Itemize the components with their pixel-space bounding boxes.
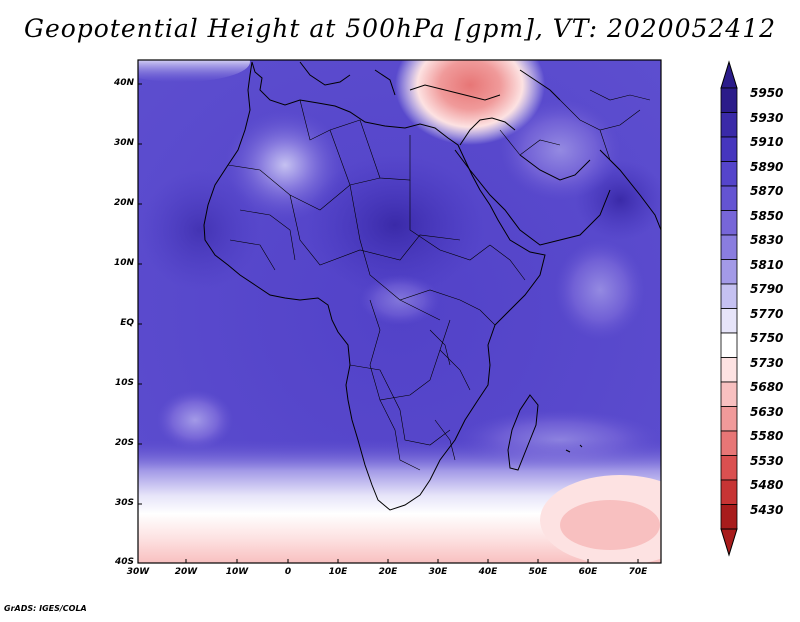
colorbar-label: 5910 [750, 135, 784, 149]
colorbar-label: 5850 [750, 208, 784, 223]
colorbar-label: 5810 [750, 257, 784, 272]
lat-label-eq: EQ [120, 318, 134, 328]
lon-label-70e: 70E [628, 567, 648, 577]
colorbar-swatch [720, 210, 738, 236]
colorbar-swatch [720, 234, 738, 260]
colorbar [720, 60, 738, 557]
contour-field [138, 60, 661, 563]
lat-label-30n: 30N [113, 138, 134, 148]
colorbar-swatch [720, 112, 738, 138]
colorbar-label: 5890 [750, 159, 784, 174]
colorbar-label: 5730 [750, 355, 784, 370]
colorbar-swatch [720, 332, 738, 358]
lon-label-0: 0 [284, 567, 292, 577]
colorbar-swatch [720, 430, 738, 456]
colorbar-label: 5750 [750, 331, 784, 345]
colorbar-swatch [720, 136, 738, 162]
lat-label-20s: 20S [114, 438, 134, 448]
colorbar-label: 5430 [750, 502, 784, 517]
colorbar-swatch [720, 161, 738, 187]
colorbar-swatch [720, 455, 738, 481]
map-frame [137, 59, 662, 564]
lon-label-60e: 60E [578, 567, 598, 577]
colorbar-swatch [720, 381, 738, 407]
colorbar-swatch [720, 185, 738, 211]
colorbar-label: 5870 [750, 184, 784, 198]
colorbar-swatch [720, 357, 738, 383]
coastlines [203, 61, 661, 511]
lat-label-10n: 10N [113, 258, 134, 268]
colorbar-label: 5930 [750, 110, 784, 125]
lon-label-30e: 30E [428, 567, 448, 577]
colorbar-label: 5680 [750, 380, 784, 394]
lon-label-20w: 20W [174, 567, 198, 577]
colorbar-swatch [720, 283, 738, 309]
credit-text: GrADS: IGES/COLA [4, 604, 87, 613]
colorbar-swatch [720, 259, 738, 285]
colorbar-swatch [720, 406, 738, 432]
colorbar-label: 5530 [750, 453, 784, 468]
colorbar-swatch [720, 308, 738, 334]
colorbar-swatch [720, 504, 738, 530]
lon-label-50e: 50E [528, 567, 548, 577]
lon-label-30w: 30W [126, 567, 150, 577]
chart-title: Geopotential Height at 500hPa [gpm], VT:… [23, 14, 777, 43]
lat-label-20n: 20N [113, 198, 134, 208]
colorbar-swatch [720, 479, 738, 505]
lon-label-10e: 10E [328, 567, 348, 577]
lon-label-10w: 10W [225, 567, 249, 577]
lat-label-30s: 30S [114, 498, 134, 508]
lat-label-10s: 10S [114, 378, 134, 388]
lon-label-20e: 20E [378, 567, 398, 577]
country-borders [227, 89, 651, 471]
lat-label-40n: 40N [113, 78, 134, 88]
axis-ticks [138, 83, 639, 563]
colorbar-swatch [720, 87, 738, 113]
colorbar-label: 5580 [750, 429, 784, 443]
lat-label-40s: 40S [114, 557, 134, 567]
colorbar-label: 5830 [750, 233, 784, 247]
colorbar-label: 5630 [750, 404, 784, 419]
colorbar-label: 5770 [750, 306, 784, 321]
colorbar-label: 5950 [750, 86, 784, 100]
colorbar-bottom-arrow [720, 528, 738, 557]
colorbar-label: 5480 [750, 478, 784, 492]
colorbar-top-arrow [720, 60, 738, 89]
lon-label-40e: 40E [478, 567, 498, 577]
colorbar-label: 5790 [750, 282, 784, 296]
